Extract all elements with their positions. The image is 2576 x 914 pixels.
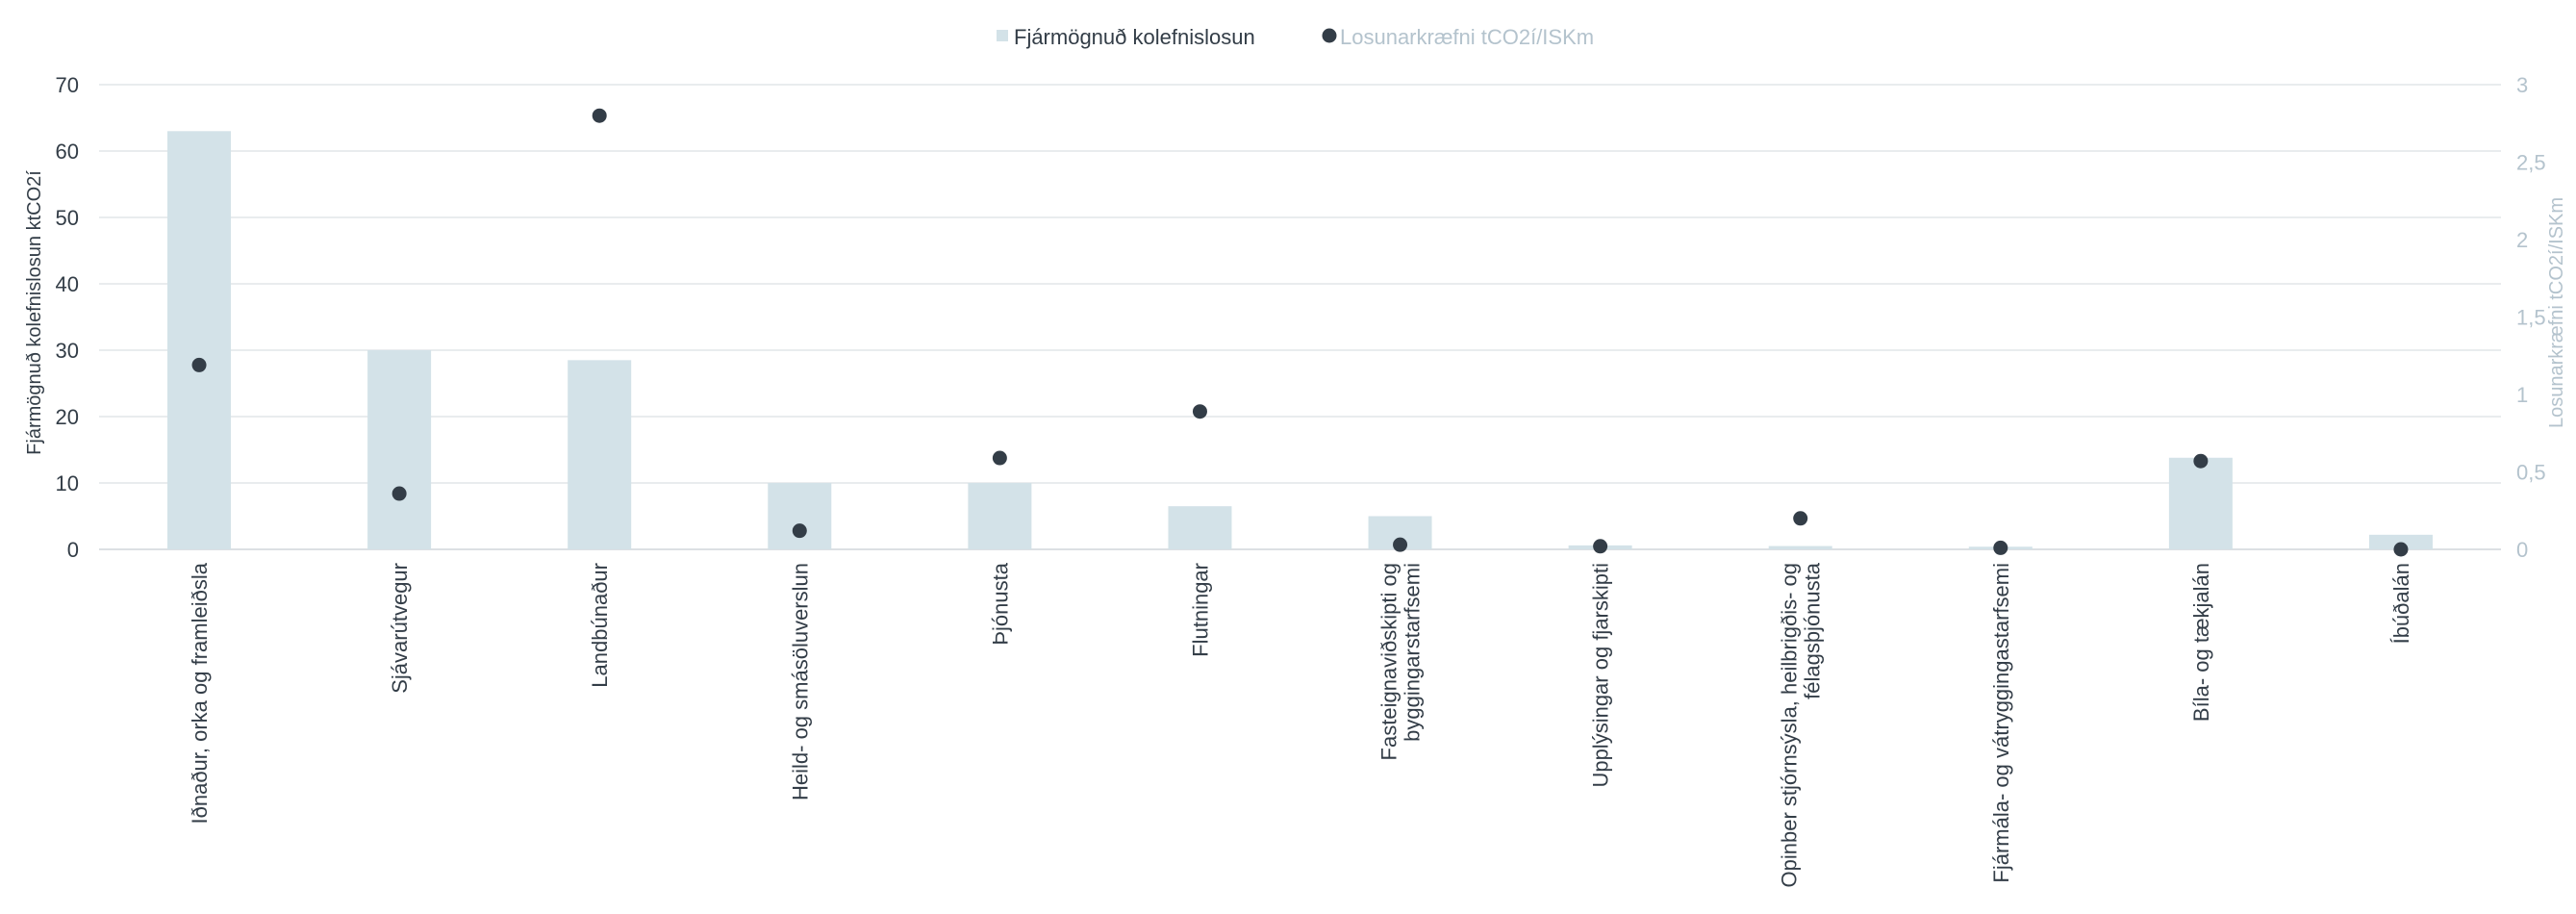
category-label: Íbúðalán <box>2389 563 2413 644</box>
y-tick-label: 40 <box>56 272 79 296</box>
category-label: Upplýsingar og fjarskipti <box>1589 563 1613 788</box>
bar <box>1768 546 1832 549</box>
category-label: Heild- og smásöluverslun <box>788 563 812 800</box>
data-point <box>1192 404 1207 419</box>
right-axis-title: Losunarkræfni tCO2í/ISKm <box>2546 197 2567 428</box>
bar <box>568 360 632 549</box>
data-point <box>1393 537 1408 552</box>
y2-tick-label: 2,5 <box>2516 151 2546 175</box>
y-tick-label: 10 <box>56 471 79 495</box>
y2-tick-label: 0 <box>2516 538 2528 562</box>
y-tick-label: 50 <box>56 206 79 230</box>
category-label: Flutningar <box>1188 563 1212 657</box>
bar <box>1168 506 1232 549</box>
data-point <box>391 486 407 501</box>
bar <box>367 350 432 549</box>
bar <box>768 483 832 549</box>
data-point <box>1993 540 2008 555</box>
category-label: Þjónusta <box>988 562 1012 645</box>
left-axis-title: Fjármögnuð kolefnislosun ktCO2í <box>24 170 45 455</box>
y2-tick-label: 1 <box>2516 383 2528 407</box>
y-tick-label: 20 <box>56 405 79 429</box>
bar-series <box>167 131 2433 550</box>
y-tick-label: 30 <box>56 339 79 363</box>
category-label: byggingarstarfsemi <box>1401 563 1425 742</box>
y2-tick-label: 0,5 <box>2516 461 2546 485</box>
bar <box>2168 457 2233 549</box>
category-label: Fasteignaviðskipti og <box>1377 563 1402 760</box>
y2-tick-label: 2 <box>2516 228 2528 252</box>
data-point <box>191 357 207 372</box>
data-point <box>1593 539 1608 554</box>
y-tick-label: 0 <box>67 538 79 562</box>
data-point <box>992 450 1007 466</box>
legend-dot-swatch <box>1322 28 1337 43</box>
dot-series <box>191 108 2409 557</box>
category-label: félagsþjónusta <box>1801 562 1825 699</box>
right-axis-ticks: 0 0,5 1 1,5 2 2,5 3 <box>2516 73 2546 562</box>
y2-tick-label: 3 <box>2516 73 2528 97</box>
y-tick-label: 60 <box>56 140 79 164</box>
category-label: Bíla- og tækjalán <box>2189 563 2213 722</box>
legend: Fjármögnuð kolefnislosun Losunarkræfni t… <box>997 25 1594 49</box>
left-axis-ticks: 0 10 20 30 40 50 60 70 <box>56 73 79 562</box>
legend-dot-label: Losunarkræfni tCO2í/ISKm <box>1340 25 1594 49</box>
category-label: Opinber stjórnsýsla, heilbrigðis- og <box>1778 563 1802 888</box>
bar <box>2368 534 2433 549</box>
legend-bar-label: Fjármögnuð kolefnislosun <box>1014 25 1255 49</box>
y2-tick-label: 1,5 <box>2516 306 2546 330</box>
category-label: Sjávarútvegur <box>388 563 412 694</box>
legend-bar-swatch <box>997 30 1008 41</box>
data-point <box>2193 453 2209 469</box>
data-point <box>792 523 807 539</box>
bar <box>167 131 232 550</box>
bar <box>968 483 1032 549</box>
category-label: Fjármála- og vátryggingastarfsemi <box>1989 563 2013 883</box>
category-label: Iðnaður, orka og framleiðsla <box>188 562 212 824</box>
gridlines <box>99 84 2501 550</box>
y-tick-label: 70 <box>56 73 79 97</box>
data-point <box>592 108 607 123</box>
data-point <box>1793 511 1808 526</box>
category-labels: Iðnaður, orka og framleiðsla Sjávarútvegu… <box>188 562 2413 887</box>
category-label: Landbúnaður <box>588 563 612 688</box>
data-point <box>2393 542 2409 557</box>
